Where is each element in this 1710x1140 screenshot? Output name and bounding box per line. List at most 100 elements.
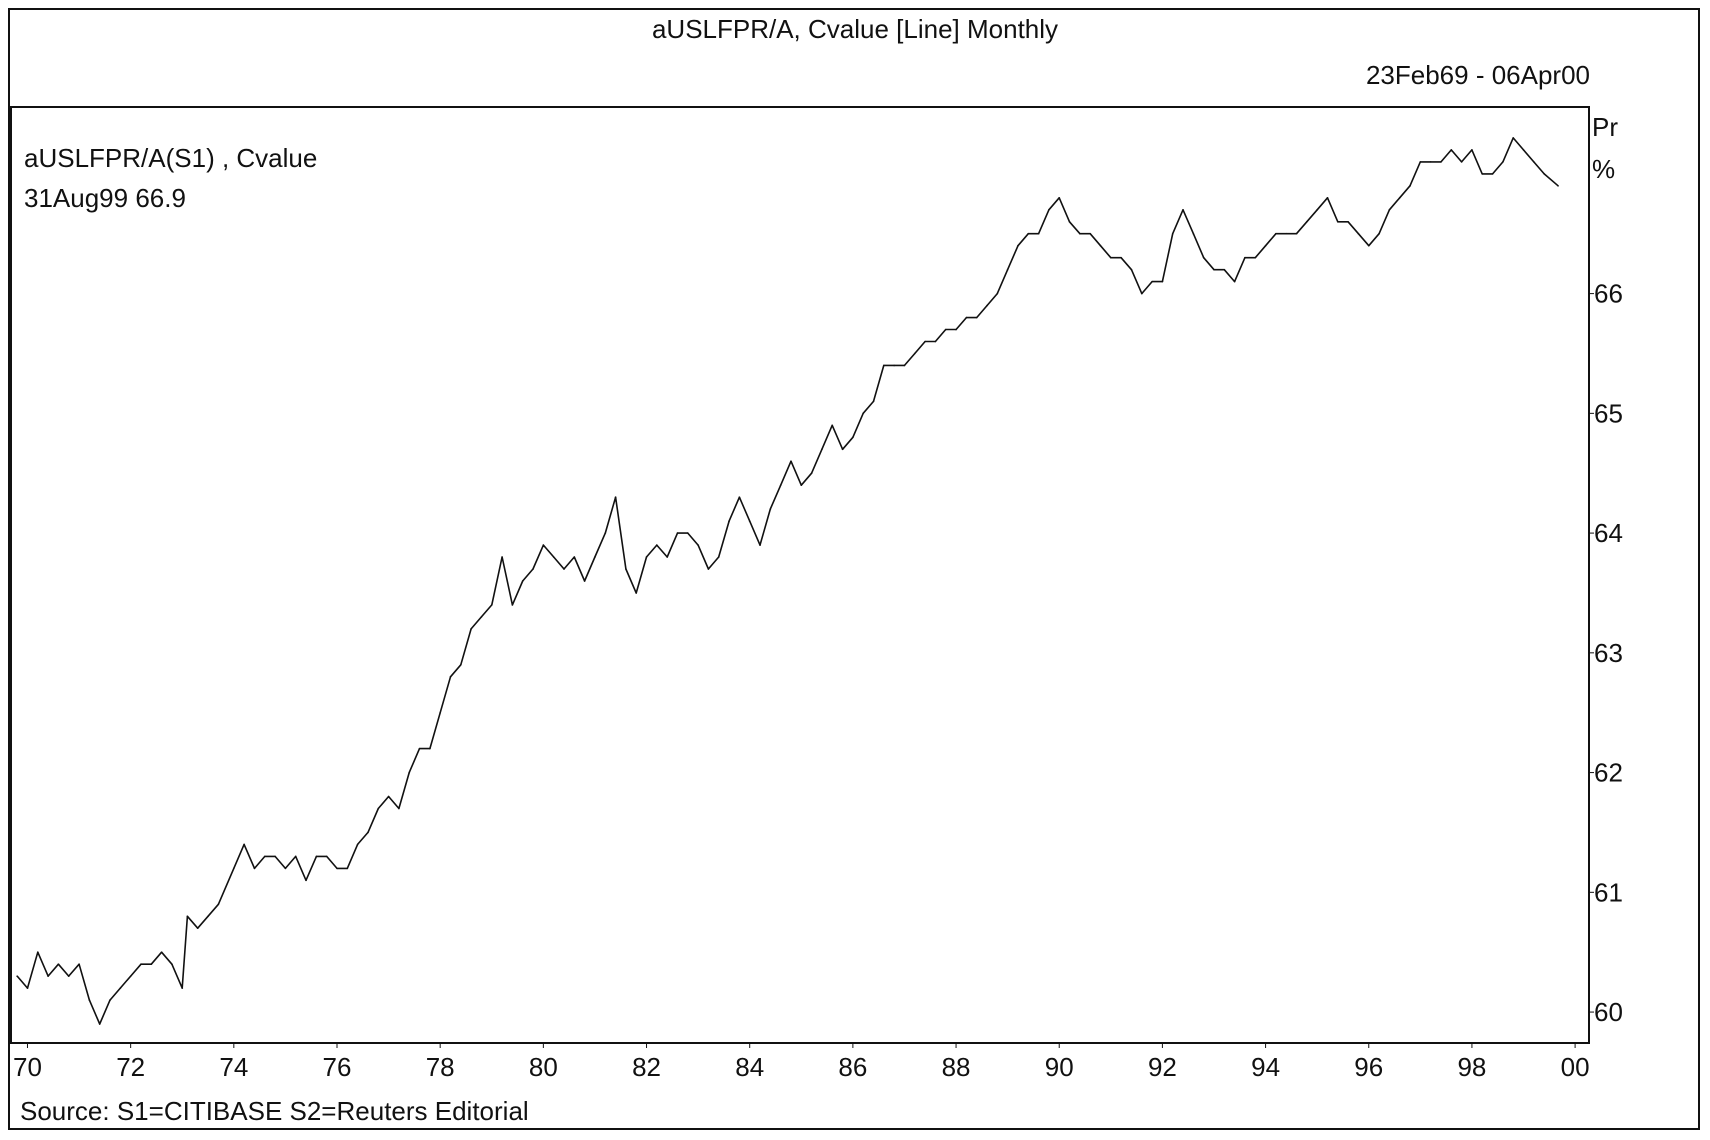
data-point bbox=[1285, 232, 1288, 235]
data-point bbox=[800, 484, 803, 486]
data-point bbox=[305, 879, 307, 882]
data-point bbox=[243, 843, 245, 846]
data-point bbox=[418, 747, 421, 750]
y-tick-label: 60 bbox=[1594, 997, 1623, 1027]
data-point bbox=[831, 424, 834, 427]
data-point bbox=[862, 412, 864, 415]
data-point bbox=[26, 987, 29, 989]
series-name: aUSLFPR/A(S1) , Cvalue bbox=[24, 143, 318, 173]
y-unit-label: Pr bbox=[1592, 112, 1618, 142]
plot-area bbox=[10, 106, 1590, 1044]
data-point bbox=[490, 604, 493, 606]
data-point bbox=[408, 771, 411, 774]
data-point bbox=[1429, 161, 1432, 163]
data-point bbox=[1512, 137, 1514, 139]
data-point bbox=[294, 855, 297, 858]
series-legend: aUSLFPR/A(S1) , Cvalue 31Aug99 66.9 bbox=[24, 138, 317, 218]
data-point bbox=[1378, 232, 1380, 235]
data-point bbox=[1306, 220, 1308, 223]
x-tick-label: 96 bbox=[1354, 1052, 1383, 1082]
data-point bbox=[460, 664, 462, 666]
data-point bbox=[1058, 197, 1061, 199]
y-tick-label: 63 bbox=[1594, 638, 1623, 668]
data-point bbox=[1316, 208, 1318, 211]
data-point bbox=[1130, 268, 1133, 271]
x-tick-label: 90 bbox=[1045, 1052, 1074, 1082]
data-point bbox=[1491, 173, 1494, 175]
data-point bbox=[521, 580, 524, 582]
data-point bbox=[1275, 232, 1277, 235]
data-point bbox=[841, 448, 844, 451]
data-point bbox=[1254, 256, 1257, 259]
data-point bbox=[759, 544, 761, 546]
data-point bbox=[346, 867, 349, 870]
data-point bbox=[821, 448, 823, 451]
data-point bbox=[217, 903, 220, 906]
data-point bbox=[1161, 280, 1164, 283]
data-point bbox=[604, 532, 607, 534]
data-point bbox=[728, 520, 730, 522]
data-point bbox=[635, 592, 638, 594]
data-point bbox=[88, 999, 91, 1001]
data-point bbox=[1048, 208, 1050, 211]
data-point bbox=[449, 675, 452, 678]
data-point bbox=[965, 316, 968, 319]
y-tick-label: 66 bbox=[1594, 279, 1623, 309]
y-tick-label: 65 bbox=[1594, 398, 1623, 428]
data-point bbox=[872, 400, 875, 403]
y-unit-label: % bbox=[1592, 154, 1615, 184]
data-point bbox=[1110, 256, 1112, 259]
data-point bbox=[1481, 173, 1484, 175]
x-tick-label: 88 bbox=[942, 1052, 971, 1082]
data-point bbox=[944, 328, 947, 331]
data-point bbox=[429, 747, 431, 750]
data-point bbox=[738, 496, 741, 498]
data-point bbox=[1460, 161, 1463, 163]
x-tick-label: 00 bbox=[1561, 1052, 1590, 1082]
date-range: 23Feb69 - 06Apr00 bbox=[1365, 60, 1590, 90]
data-point bbox=[769, 508, 772, 510]
data-point bbox=[1140, 292, 1143, 295]
data-point bbox=[274, 855, 276, 858]
data-point bbox=[1079, 232, 1081, 235]
data-point bbox=[501, 556, 503, 558]
data-point bbox=[913, 352, 916, 355]
data-point bbox=[1151, 280, 1153, 283]
data-point bbox=[852, 436, 854, 439]
data-point bbox=[779, 484, 782, 486]
data-point bbox=[1213, 268, 1215, 271]
data-point bbox=[1419, 161, 1422, 163]
data-point bbox=[563, 568, 565, 570]
x-tick-label: 78 bbox=[426, 1052, 455, 1082]
chart-frame bbox=[8, 8, 1700, 1130]
data-point bbox=[583, 580, 586, 582]
data-point bbox=[1440, 161, 1442, 163]
data-point bbox=[697, 544, 699, 546]
y-tick-label: 62 bbox=[1594, 758, 1623, 788]
data-point bbox=[196, 927, 199, 930]
x-tick-label: 72 bbox=[116, 1052, 145, 1082]
data-point bbox=[934, 340, 937, 343]
data-point bbox=[686, 532, 689, 534]
data-point bbox=[263, 855, 266, 858]
data-point bbox=[532, 568, 534, 570]
data-point bbox=[924, 340, 926, 343]
data-point bbox=[315, 855, 318, 858]
data-point bbox=[1027, 232, 1030, 235]
x-tick-label: 86 bbox=[838, 1052, 867, 1082]
data-point bbox=[1006, 268, 1009, 271]
data-point bbox=[207, 915, 209, 918]
x-tick-label: 82 bbox=[632, 1052, 661, 1082]
data-point bbox=[810, 472, 813, 475]
data-point bbox=[109, 999, 111, 1001]
data-point bbox=[1533, 161, 1535, 163]
data-point bbox=[186, 915, 189, 918]
x-tick-label: 80 bbox=[529, 1052, 558, 1082]
data-point bbox=[717, 556, 720, 558]
data-point bbox=[1557, 185, 1559, 187]
data-point bbox=[614, 496, 617, 498]
data-point bbox=[903, 364, 906, 367]
data-point bbox=[1326, 197, 1329, 199]
data-point bbox=[47, 975, 49, 977]
